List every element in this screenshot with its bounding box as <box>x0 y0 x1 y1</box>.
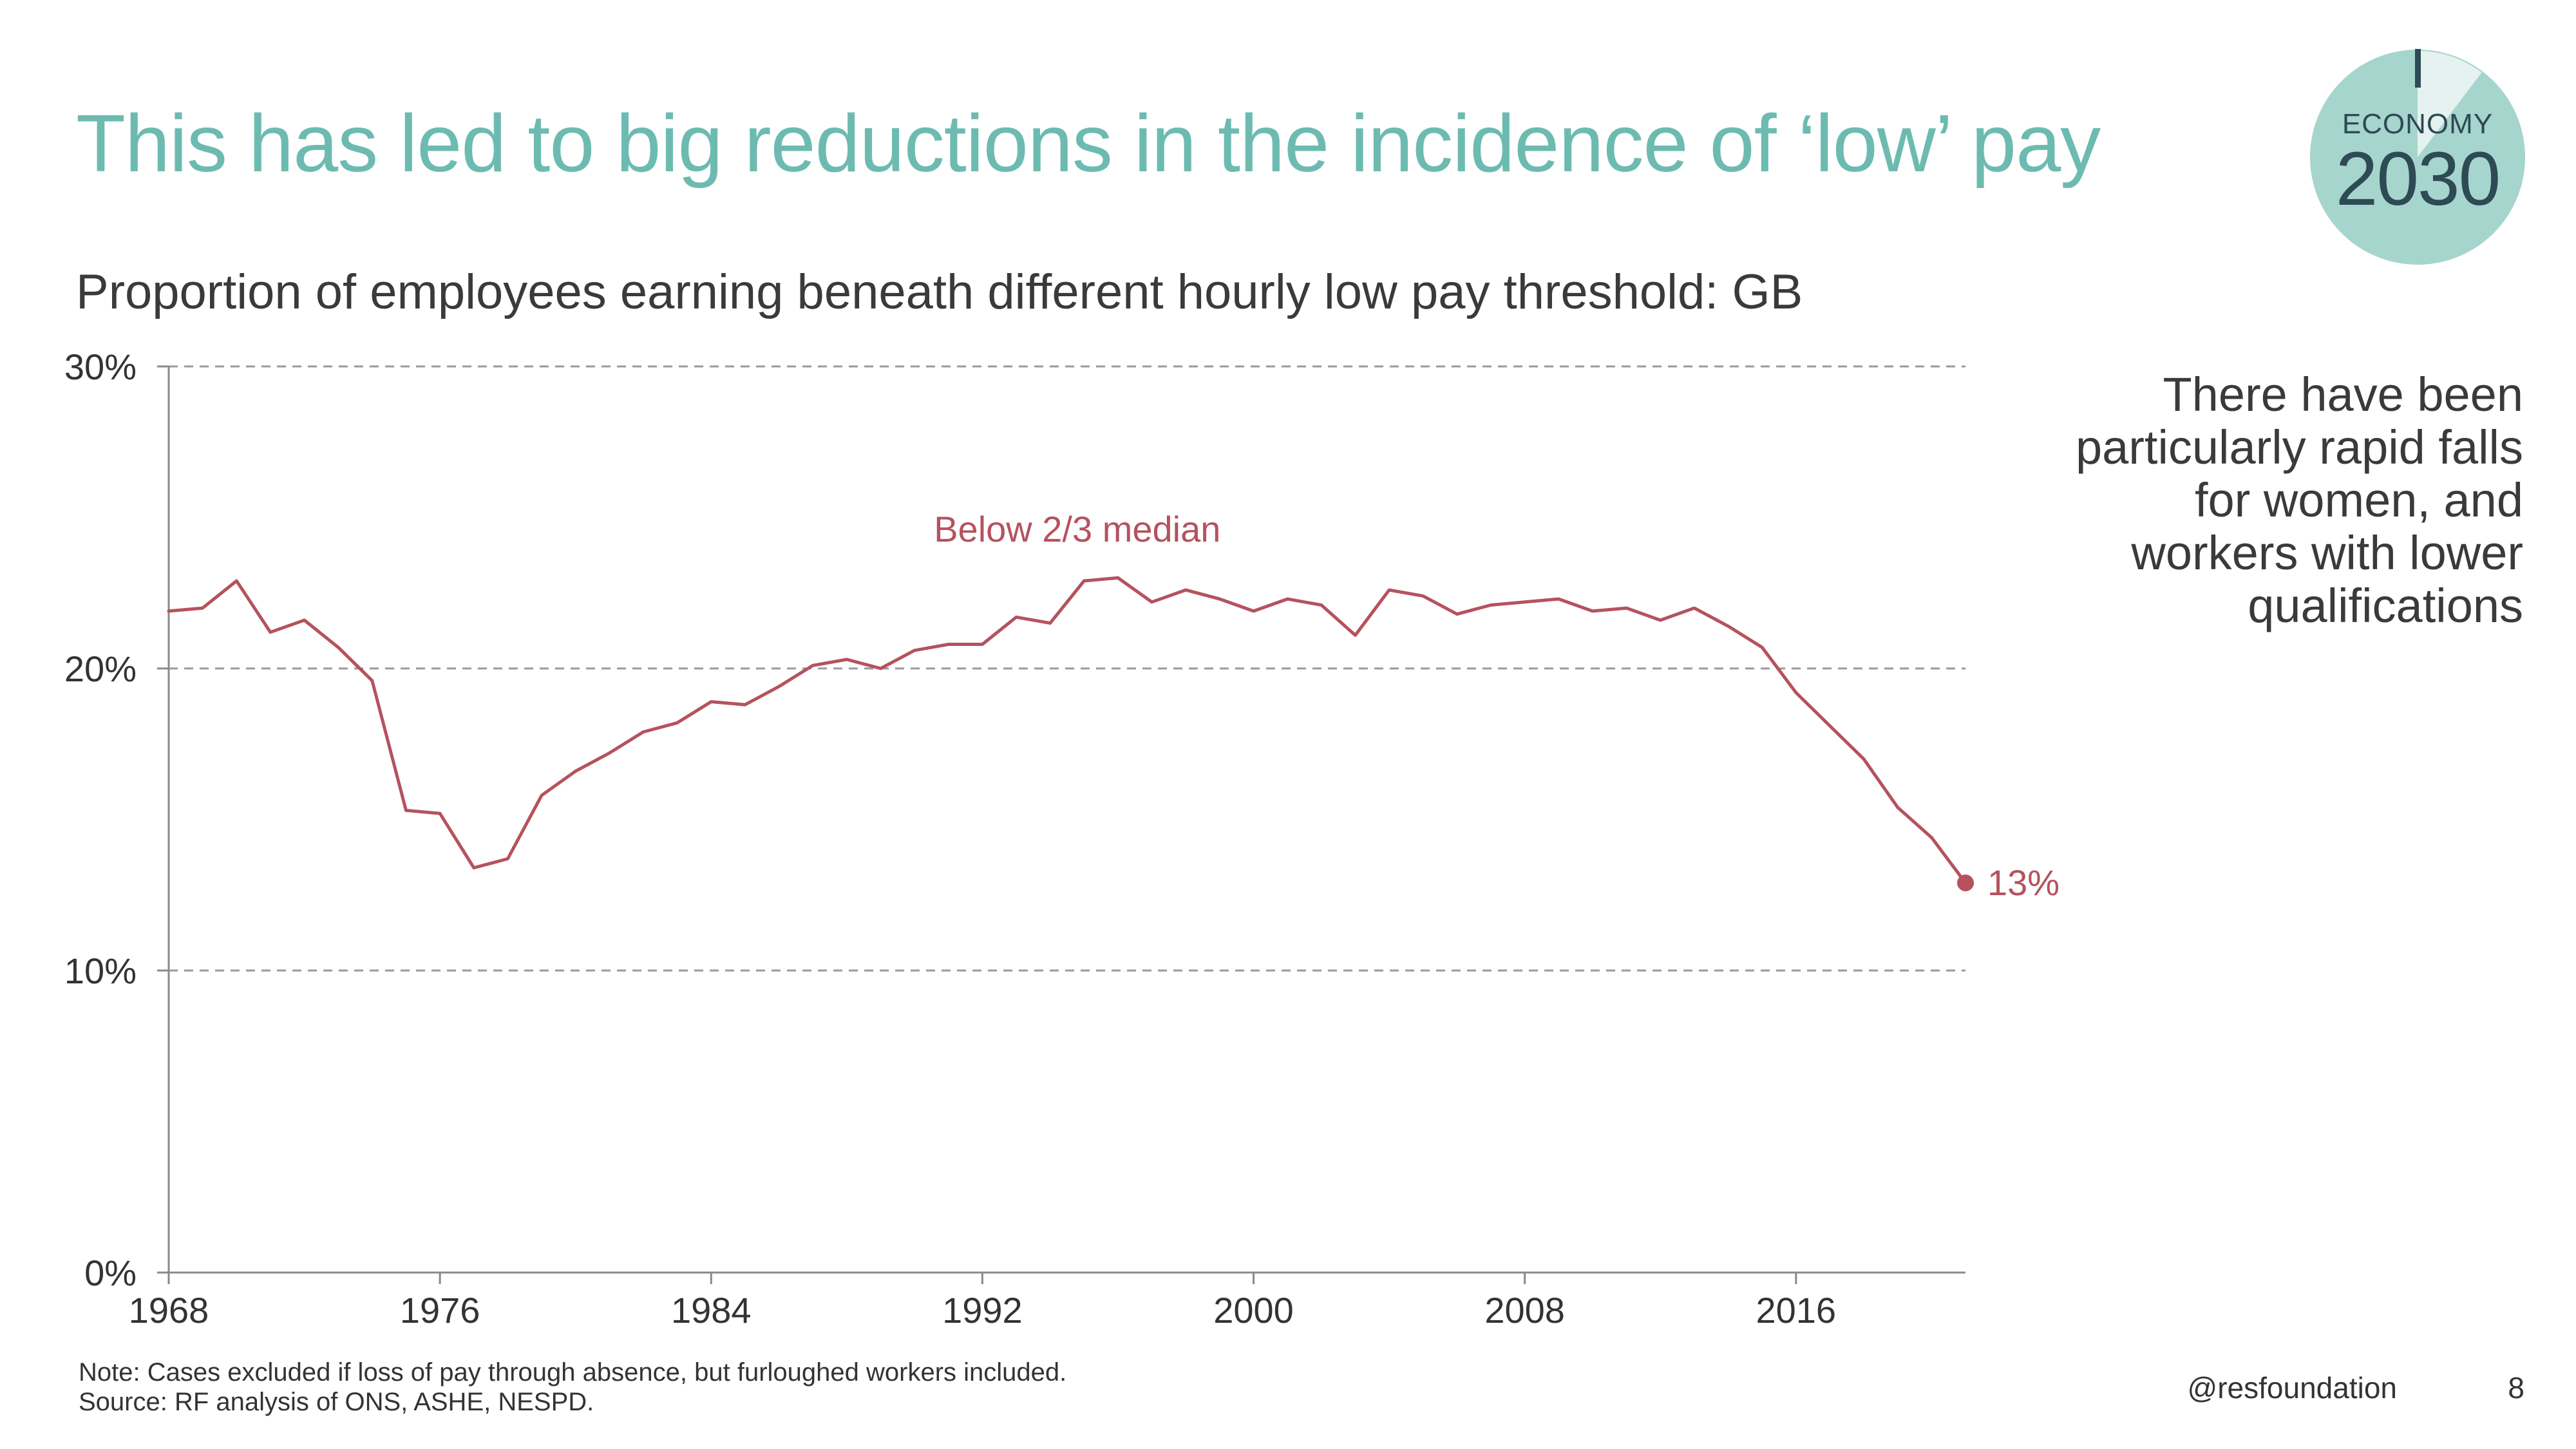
x-tick-label: 1968 <box>129 1290 209 1331</box>
x-tick-label: 1984 <box>671 1290 752 1331</box>
source-text: Source: RF analysis of ONS, ASHE, NESPD. <box>79 1388 594 1416</box>
x-tick-label: 2000 <box>1213 1290 1294 1331</box>
series-end-point <box>1957 874 1974 891</box>
chart-notes: Note: Cases excluded if loss of pay thro… <box>79 1358 1066 1417</box>
twitter-handle: @resfoundation <box>2187 1371 2397 1405</box>
x-tick-label: 2008 <box>1484 1290 1565 1331</box>
page-number: 8 <box>2508 1371 2524 1405</box>
x-tick-label: 2016 <box>1756 1290 1837 1331</box>
series-line-below-two-thirds-median <box>167 576 1967 885</box>
y-tick-label: 20% <box>64 649 137 689</box>
series-label: Below 2/3 median <box>934 509 1220 549</box>
page-title: This has led to big reductions in the in… <box>76 98 2101 189</box>
badge-label: ECONOMY <box>2342 108 2494 140</box>
y-tick-label: 30% <box>64 346 137 387</box>
chart-subtitle: Proportion of employees earning beneath … <box>76 265 1803 319</box>
side-annotation: There have been particularly rapid falls… <box>2075 368 2523 632</box>
end-value-label: 13% <box>1987 862 2060 903</box>
note-text: Note: Cases excluded if loss of pay thro… <box>79 1358 1067 1387</box>
badge-year: 2030 <box>2335 137 2501 222</box>
y-tick-label: 0% <box>84 1253 137 1293</box>
y-tick-label: 10% <box>64 951 137 991</box>
economy-2030-badge <box>2310 49 2525 265</box>
x-tick-label: 1992 <box>942 1290 1023 1331</box>
x-tick-label: 1976 <box>400 1290 480 1331</box>
